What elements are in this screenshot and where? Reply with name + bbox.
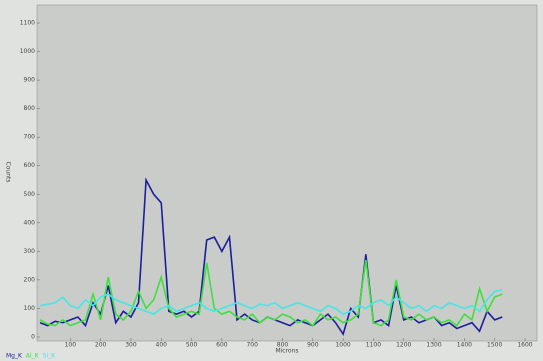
data-line [39,289,503,316]
x-tick-label: 500 [186,342,198,349]
x-axis-label: Microns [275,348,298,355]
y-tick-label: 100 [24,305,36,312]
y-tick-label: 300 [24,248,36,255]
x-tick-label: 1300 [426,342,441,349]
x-tick-label: 400 [156,342,168,349]
x-tick-label: 800 [277,342,289,349]
y-tick-label: 200 [24,276,36,283]
x-tick-label: 300 [125,342,137,349]
x-tick-label: 1500 [487,342,502,349]
legend-entry: Al_K [26,353,40,360]
x-tick-label: 1200 [396,342,411,349]
y-tick-label: 0 [31,334,35,341]
y-tick-label: 500 [24,191,36,198]
y-tick-label: 400 [24,219,36,226]
y-tick-label: 1000 [20,48,35,55]
y-tick-label: 900 [24,77,36,84]
x-tick-label: 700 [246,342,258,349]
plot-area [36,4,538,342]
x-tick-label: 600 [216,342,228,349]
legend-entry: Si_K [43,353,56,360]
y-tick-label: 1100 [20,20,35,27]
x-tick-label: 1400 [457,342,472,349]
x-tick-label: 200 [95,342,107,349]
legend-entry: Mg_K [6,353,23,360]
x-tick-label: 1600 [517,342,532,349]
y-tick-label: 600 [24,162,36,169]
data-line [39,259,503,327]
y-axis-label: Counts [5,162,12,183]
y-tick-label: 700 [24,134,36,141]
x-tick-label: 1000 [335,342,350,349]
x-tick-label: 100 [65,342,77,349]
x-tick-label: 900 [307,342,319,349]
x-tick-label: 1100 [366,342,381,349]
y-tick-label: 800 [24,105,36,112]
